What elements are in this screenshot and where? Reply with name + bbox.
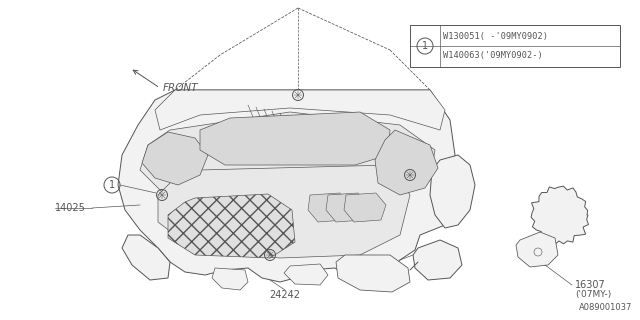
Polygon shape (430, 155, 475, 228)
Text: 1: 1 (422, 41, 428, 51)
Text: 14025: 14025 (55, 203, 86, 213)
Polygon shape (308, 193, 350, 222)
Bar (410, 25, 620, 67)
Text: 16307: 16307 (575, 280, 605, 290)
Polygon shape (413, 240, 462, 280)
Polygon shape (142, 132, 208, 185)
Polygon shape (122, 235, 170, 280)
Text: A089001037: A089001037 (579, 303, 632, 312)
Text: 24242: 24242 (269, 290, 301, 300)
Polygon shape (168, 194, 295, 258)
Polygon shape (531, 186, 588, 245)
Polygon shape (336, 255, 410, 292)
Polygon shape (375, 130, 438, 195)
Polygon shape (284, 264, 328, 285)
Polygon shape (344, 193, 386, 222)
Polygon shape (140, 112, 435, 205)
Polygon shape (516, 232, 558, 267)
Text: W130051( -'09MY0902): W130051( -'09MY0902) (443, 32, 548, 41)
Text: FRONT: FRONT (163, 83, 198, 93)
Polygon shape (326, 193, 368, 222)
Text: 1: 1 (109, 180, 115, 190)
Polygon shape (118, 90, 458, 282)
Text: W140063('09MY0902-): W140063('09MY0902-) (443, 51, 543, 60)
Polygon shape (200, 112, 390, 165)
Polygon shape (155, 90, 445, 130)
Polygon shape (212, 268, 248, 290)
Text: ('07MY-): ('07MY-) (575, 291, 611, 300)
Polygon shape (158, 165, 410, 258)
